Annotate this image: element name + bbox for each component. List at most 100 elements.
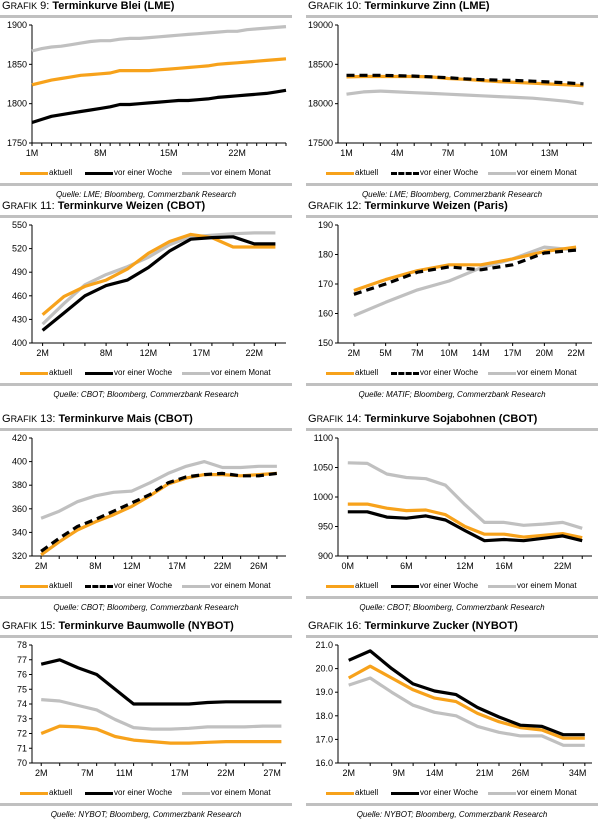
legend-swatch	[85, 792, 113, 795]
x-tick-label: 21M	[476, 768, 494, 778]
legend-swatch	[20, 172, 48, 175]
series-line-vor-einem-monat	[347, 91, 584, 104]
y-tick-label: 550	[12, 220, 27, 230]
legend-swatch	[326, 372, 354, 375]
prefix-cap: G	[308, 200, 317, 212]
x-tick-label: 22M	[245, 348, 263, 358]
legend-swatch	[85, 372, 113, 375]
y-tick-label: 19000	[308, 20, 333, 30]
chart-title-prefix: GRAFIK	[308, 1, 343, 11]
chart-title: GRAFIK 11: Terminkurve Weizen (CBOT)	[0, 200, 292, 213]
series-line-vor-einem-monat	[354, 247, 576, 316]
y-tick-label: 21.0	[315, 640, 333, 650]
x-tick-label: 12M	[456, 561, 474, 571]
legend-item: vor einem Monat	[488, 366, 577, 380]
y-tick-label: 160	[318, 309, 333, 319]
x-tick-label: 26M	[250, 561, 268, 571]
legend-rule	[306, 183, 598, 186]
chart-title-prefix: GRAFIK	[2, 1, 37, 11]
legend-item: aktuell	[20, 366, 72, 380]
legend-item: vor einer Woche	[391, 579, 478, 593]
prefix-cap: G	[2, 200, 11, 212]
x-tick-label: 8M	[100, 348, 113, 358]
chart-source: Quelle: CBOT; Bloomberg, Commerzbank Res…	[0, 390, 292, 399]
x-tick-label: 13M	[541, 148, 559, 158]
legend-item: vor einer Woche	[85, 579, 172, 593]
legend-swatch	[488, 585, 516, 588]
chart-source: Quelle: LME; Bloomberg, Commerzbank Rese…	[306, 190, 598, 199]
legend-item: vor einem Monat	[182, 166, 271, 180]
x-tick-label: 22M	[554, 561, 572, 571]
legend-label: vor einer Woche	[420, 786, 478, 800]
legend-label: vor einem Monat	[517, 786, 577, 800]
chart-title-text: Terminkurve Mais (CBOT)	[59, 413, 193, 425]
chart-number: 12	[346, 200, 358, 212]
y-tick-label: 1800	[7, 99, 27, 109]
chart-title-text: Terminkurve Weizen (CBOT)	[58, 200, 206, 212]
legend-item: vor einem Monat	[488, 579, 577, 593]
y-tick-label: 180	[318, 250, 333, 260]
legend-item: aktuell	[326, 166, 378, 180]
y-tick-label: 1100	[314, 433, 333, 443]
y-tick-label: 74	[17, 699, 27, 709]
x-tick-label: 4M	[391, 148, 404, 158]
x-tick-label: 26M	[512, 768, 530, 778]
legend-label: vor einer Woche	[420, 579, 478, 593]
y-tick-label: 17.0	[315, 734, 333, 744]
chart-title-text: Terminkurve Sojabohnen (CBOT)	[365, 413, 538, 425]
y-tick-label: 430	[12, 314, 27, 324]
legend-item: vor einer Woche	[391, 166, 478, 180]
x-tick-label: 17M	[193, 348, 211, 358]
chart-number: 13	[40, 413, 52, 425]
legend-swatch	[488, 792, 516, 795]
chart-title-prefix: GRAFIK	[2, 201, 37, 211]
prefix-rest: RAFIK	[11, 414, 38, 424]
x-tick-label: 17M	[504, 348, 522, 358]
y-tick-label: 1000	[313, 492, 333, 502]
x-tick-label: 22M	[214, 561, 232, 571]
legend-label: vor einem Monat	[517, 579, 577, 593]
chart-title: GRAFIK 16: Terminkurve Zucker (NYBOT)	[306, 620, 598, 633]
x-tick-label: 2M	[35, 768, 48, 778]
series-line-vor-einer-woche	[354, 250, 576, 294]
chart-number: 16	[346, 620, 358, 632]
legend-item: vor einem Monat	[488, 786, 577, 800]
y-tick-label: 75	[17, 684, 27, 694]
legend-swatch	[326, 172, 354, 175]
chart-title-text: Terminkurve Baumwolle (NYBOT)	[59, 620, 234, 632]
chart-title: GRAFIK 9: Terminkurve Blei (LME)	[0, 0, 292, 13]
x-tick-label: 7M	[81, 768, 94, 778]
legend-label: vor einem Monat	[211, 786, 271, 800]
legend-rule	[0, 183, 292, 186]
chart-panel-g9: GRAFIK 9: Terminkurve Blei (LME) 1750 1800…	[0, 0, 292, 199]
y-tick-label: 400	[12, 457, 27, 467]
y-tick-label: 19.0	[315, 687, 333, 697]
y-tick-label: 78	[17, 640, 27, 650]
legend-swatch	[85, 172, 113, 175]
y-tick-label: 400	[12, 338, 27, 348]
y-tick-label: 17500	[308, 138, 333, 148]
legend-swatch	[326, 585, 354, 588]
prefix-cap: G	[308, 413, 317, 425]
legend-item: vor einem Monat	[182, 579, 271, 593]
legend-swatch	[182, 585, 210, 588]
chart-panel-g16: GRAFIK 16: Terminkurve Zucker (NYBOT)16.…	[306, 620, 598, 819]
series-line-vor-einer-woche	[41, 473, 277, 551]
legend-item: aktuell	[20, 786, 72, 800]
legend-item: vor einer Woche	[391, 786, 478, 800]
y-tick-label: 900	[318, 551, 333, 561]
x-tick-label: 15M	[160, 148, 178, 158]
y-tick-label: 1750	[7, 138, 27, 148]
legend-label: vor einer Woche	[114, 166, 172, 180]
y-tick-label: 1050	[313, 463, 333, 473]
chart-source: Quelle: NYBOT; Bloomberg, Commerzbank Re…	[306, 810, 598, 819]
prefix-rest: RAFIK	[317, 414, 344, 424]
